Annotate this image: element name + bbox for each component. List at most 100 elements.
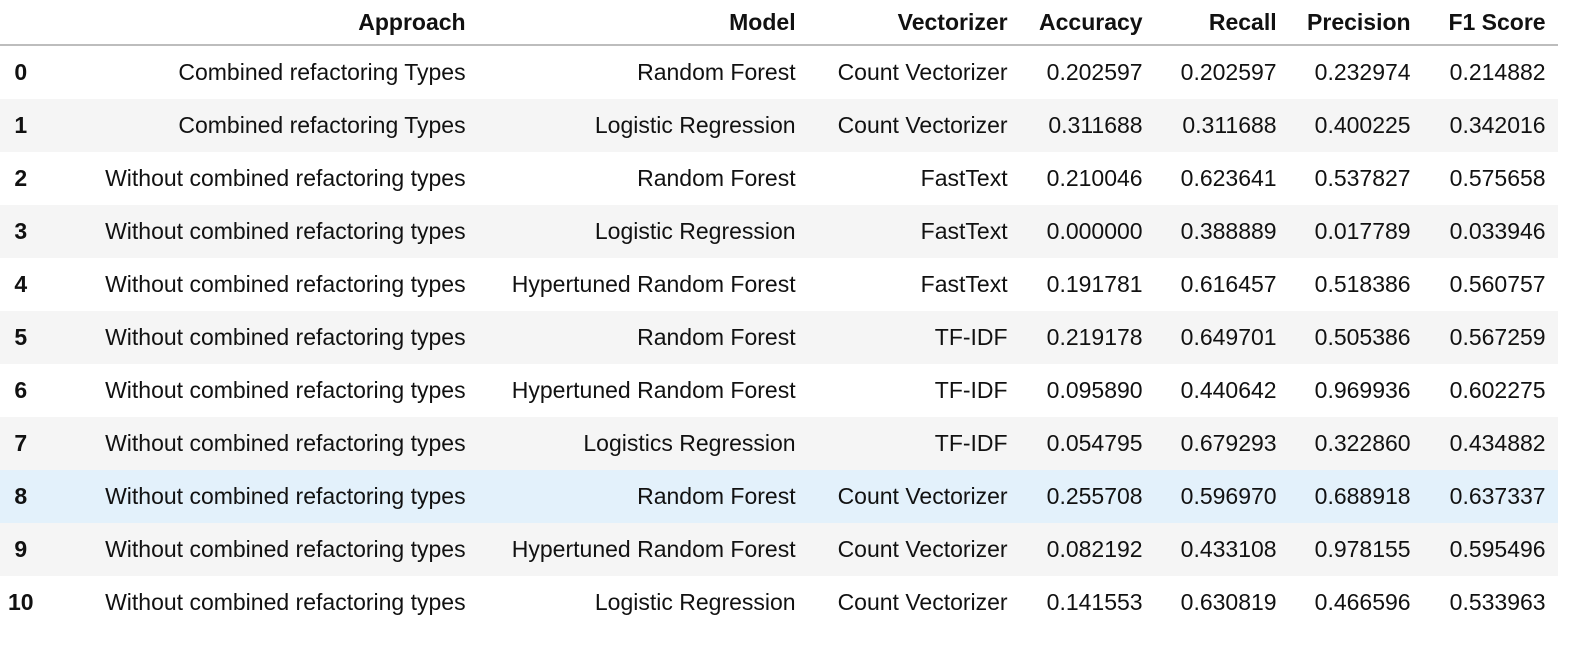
row-index: 1 xyxy=(14,112,28,138)
approach-column-header: Approach xyxy=(41,0,478,46)
recall-cell: 0.679293 xyxy=(1180,430,1277,456)
f1-score-cell: 0.342016 xyxy=(1449,112,1546,138)
model-cell: Hypertuned Random Forest xyxy=(511,536,796,562)
row-index: 6 xyxy=(14,377,28,403)
accuracy-cell: 0.095890 xyxy=(1046,377,1143,403)
approach-cell: Without combined refactoring types xyxy=(105,483,466,509)
accuracy-cell: 0.082192 xyxy=(1046,536,1143,562)
row-index: 2 xyxy=(14,165,28,191)
table-body: 0 Combined refactoring Types Random Forest… xyxy=(0,45,1558,629)
precision-cell: 0.518386 xyxy=(1314,271,1411,297)
f1-score-cell: 0.533963 xyxy=(1449,589,1546,615)
results-dataframe-table: Approach Model Vectorizer Accuracy Recal… xyxy=(0,0,1558,629)
precision-cell: 0.466596 xyxy=(1314,589,1411,615)
approach-cell: Without combined refactoring types xyxy=(105,324,466,350)
f1-score-cell: 0.560757 xyxy=(1449,271,1546,297)
row-index: 10 xyxy=(8,589,34,615)
accuracy-cell: 0.000000 xyxy=(1046,218,1143,244)
table-row: 7 Without combined refactoring types Logis… xyxy=(0,417,1558,470)
recall-cell: 0.388889 xyxy=(1180,218,1277,244)
model-cell: Logistic Regression xyxy=(594,218,796,244)
precision-cell: 0.017789 xyxy=(1314,218,1411,244)
precision-cell: 0.969936 xyxy=(1314,377,1411,403)
row-index: 7 xyxy=(14,430,28,456)
precision-cell: 0.322860 xyxy=(1314,430,1411,456)
model-column-header: Model xyxy=(477,0,808,46)
model-cell: Logistic Regression xyxy=(594,589,796,615)
vectorizer-cell: TF-IDF xyxy=(934,324,1008,350)
accuracy-column-header: Accuracy xyxy=(1019,0,1155,46)
header-row: Approach Model Vectorizer Accuracy Recal… xyxy=(0,0,1558,46)
recall-cell: 0.649701 xyxy=(1180,324,1277,350)
index-column-header xyxy=(0,0,42,46)
f1-score-column-header: F1 Score xyxy=(1422,0,1558,46)
precision-cell: 0.537827 xyxy=(1314,165,1411,191)
row-index: 8 xyxy=(14,483,28,509)
approach-cell: Without combined refactoring types xyxy=(105,165,466,191)
f1-score-cell: 0.567259 xyxy=(1449,324,1546,350)
row-index: 0 xyxy=(14,59,28,85)
row-index: 4 xyxy=(14,271,28,297)
table-header: Approach Model Vectorizer Accuracy Recal… xyxy=(0,0,1558,46)
vectorizer-cell: Count Vectorizer xyxy=(837,536,1008,562)
row-index: 5 xyxy=(14,324,28,350)
accuracy-cell: 0.191781 xyxy=(1046,271,1143,297)
accuracy-cell: 0.141553 xyxy=(1046,589,1143,615)
accuracy-cell: 0.202597 xyxy=(1046,59,1143,85)
recall-cell: 0.623641 xyxy=(1180,165,1277,191)
accuracy-cell: 0.219178 xyxy=(1046,324,1143,350)
approach-cell: Combined refactoring Types xyxy=(178,112,466,138)
recall-cell: 0.596970 xyxy=(1180,483,1277,509)
f1-score-cell: 0.434882 xyxy=(1449,430,1546,456)
approach-cell: Without combined refactoring types xyxy=(105,271,466,297)
model-cell: Hypertuned Random Forest xyxy=(511,271,796,297)
table-row: 3 Without combined refactoring types Logis… xyxy=(0,205,1558,258)
table-row: 0 Combined refactoring Types Random Forest… xyxy=(0,45,1558,99)
model-cell: Random Forest xyxy=(637,324,796,350)
vectorizer-cell: Count Vectorizer xyxy=(837,483,1008,509)
accuracy-cell: 0.054795 xyxy=(1046,430,1143,456)
recall-cell: 0.202597 xyxy=(1180,59,1277,85)
row-index: 3 xyxy=(14,218,28,244)
model-cell: Hypertuned Random Forest xyxy=(511,377,796,403)
model-cell: Logistic Regression xyxy=(594,112,796,138)
accuracy-cell: 0.255708 xyxy=(1046,483,1143,509)
approach-cell: Without combined refactoring types xyxy=(105,430,466,456)
precision-cell: 0.688918 xyxy=(1314,483,1411,509)
table-row: 9 Without combined refactoring types Hyper… xyxy=(0,523,1558,576)
recall-cell: 0.616457 xyxy=(1180,271,1277,297)
table-row: 1 Combined refactoring Types Logistic Regr… xyxy=(0,99,1558,152)
vectorizer-cell: TF-IDF xyxy=(934,377,1008,403)
precision-cell: 0.400225 xyxy=(1314,112,1411,138)
approach-cell: Without combined refactoring types xyxy=(105,377,466,403)
accuracy-cell: 0.311688 xyxy=(1048,112,1143,138)
model-cell: Random Forest xyxy=(637,483,796,509)
row-index: 9 xyxy=(14,536,28,562)
vectorizer-cell: FastText xyxy=(920,165,1008,191)
vectorizer-cell: FastText xyxy=(920,218,1008,244)
approach-cell: Without combined refactoring types xyxy=(105,218,466,244)
precision-column-header: Precision xyxy=(1288,0,1423,46)
table-row: 2 Without combined refactoring types Rando… xyxy=(0,152,1558,205)
recall-cell: 0.311688 xyxy=(1182,112,1277,138)
precision-cell: 0.505386 xyxy=(1314,324,1411,350)
f1-score-cell: 0.033946 xyxy=(1449,218,1546,244)
model-cell: Logistics Regression xyxy=(583,430,796,456)
table-row: 4 Without combined refactoring types Hyper… xyxy=(0,258,1558,311)
model-cell: Random Forest xyxy=(637,165,796,191)
vectorizer-cell: FastText xyxy=(920,271,1008,297)
table-row: 6 Without combined refactoring types Hyper… xyxy=(0,364,1558,417)
precision-cell: 0.978155 xyxy=(1314,536,1411,562)
vectorizer-cell: Count Vectorizer xyxy=(837,59,1008,85)
approach-cell: Combined refactoring Types xyxy=(178,59,466,85)
f1-score-cell: 0.595496 xyxy=(1449,536,1546,562)
accuracy-cell: 0.210046 xyxy=(1046,165,1143,191)
approach-cell: Without combined refactoring types xyxy=(105,589,466,615)
approach-cell: Without combined refactoring types xyxy=(105,536,466,562)
f1-score-cell: 0.602275 xyxy=(1449,377,1546,403)
recall-column-header: Recall xyxy=(1154,0,1289,46)
model-cell: Random Forest xyxy=(637,59,796,85)
table-row: 5 Without combined refactoring types Rando… xyxy=(0,311,1558,364)
f1-score-cell: 0.214882 xyxy=(1449,59,1546,85)
recall-cell: 0.440642 xyxy=(1180,377,1277,403)
